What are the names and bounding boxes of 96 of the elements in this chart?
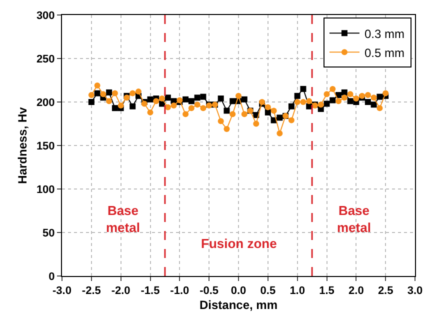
y-tick-label: 0 — [48, 270, 55, 283]
point — [182, 96, 189, 102]
point — [230, 111, 236, 118]
point — [236, 92, 242, 99]
point — [100, 91, 106, 98]
x-tick-label: 3.0 — [407, 285, 423, 298]
point — [147, 96, 154, 102]
point — [294, 92, 300, 99]
point — [159, 96, 166, 102]
point — [300, 86, 306, 92]
point — [336, 98, 342, 104]
point — [106, 89, 112, 96]
point — [153, 98, 160, 104]
point — [118, 102, 124, 108]
point — [318, 102, 324, 108]
point — [188, 105, 194, 112]
point — [164, 94, 171, 101]
y-tick-label: 200 — [36, 96, 55, 109]
point — [376, 94, 383, 100]
point — [288, 103, 294, 110]
point — [200, 94, 206, 100]
point — [382, 90, 389, 96]
point — [230, 98, 236, 104]
point — [341, 89, 348, 96]
legend-label: 0.5 mm — [364, 46, 404, 60]
point — [253, 120, 260, 127]
point — [224, 108, 230, 114]
point — [112, 90, 118, 96]
point — [300, 99, 306, 105]
point — [347, 98, 354, 104]
point — [200, 105, 206, 112]
legend-label: 0.3 mm — [364, 26, 404, 41]
point — [88, 99, 94, 105]
point — [324, 100, 330, 107]
point — [376, 105, 383, 112]
point — [370, 102, 377, 108]
annotation: Base metal — [337, 203, 371, 235]
point — [270, 108, 277, 114]
point — [88, 92, 94, 98]
point — [364, 99, 371, 105]
x-tick-label: -1.5 — [140, 285, 160, 298]
point — [306, 103, 312, 110]
point — [330, 86, 336, 92]
y-tick-label: 100 — [36, 184, 55, 196]
y-tick-label: 250 — [36, 53, 55, 66]
x-tick-label: -3.0 — [52, 285, 72, 298]
point — [147, 109, 154, 116]
x-tick-label: 0.5 — [260, 285, 276, 298]
point — [94, 82, 100, 88]
point — [130, 103, 136, 110]
point — [130, 90, 136, 96]
point — [347, 91, 354, 98]
point — [112, 105, 118, 112]
y-tick-label: 150 — [36, 140, 55, 152]
point — [194, 94, 200, 101]
point — [353, 96, 360, 102]
x-tick-label: 1.0 — [290, 285, 305, 298]
annotation: Fusion zone — [201, 236, 277, 251]
point — [106, 98, 112, 104]
x-tick-label: 0.0 — [230, 285, 246, 298]
point — [276, 114, 283, 121]
x-tick-label: -2.0 — [111, 285, 130, 298]
point — [218, 118, 224, 124]
point — [336, 92, 342, 98]
x-tick-label: -2.5 — [82, 285, 101, 298]
point — [241, 111, 248, 118]
point — [94, 90, 100, 96]
x-tick-label: 2.5 — [378, 285, 394, 298]
point — [364, 92, 371, 98]
y-axis-title: Hardness, Hv — [16, 106, 30, 184]
point — [288, 117, 294, 124]
annotation: Base metal — [106, 203, 140, 235]
x-tick-label: -0.5 — [200, 285, 219, 298]
point — [370, 94, 377, 101]
point — [264, 109, 271, 116]
y-tick-label: 50 — [42, 227, 55, 240]
point — [324, 91, 330, 98]
point — [170, 102, 177, 108]
point — [241, 96, 248, 102]
x-axis-title: Distance, mm — [199, 298, 278, 312]
y-tick-label: 300 — [36, 10, 55, 22]
point — [188, 98, 194, 104]
point — [182, 111, 189, 118]
point — [135, 88, 142, 95]
point — [264, 104, 271, 110]
x-tick-label: 2.0 — [348, 285, 364, 298]
x-tick-label: -1.0 — [170, 285, 190, 298]
point — [218, 96, 224, 102]
point — [276, 130, 283, 136]
point — [194, 102, 200, 108]
x-tick-label: 1.5 — [319, 285, 334, 298]
point — [341, 94, 348, 101]
point — [224, 126, 230, 132]
point — [294, 99, 300, 105]
point — [306, 98, 312, 104]
point — [330, 97, 336, 104]
